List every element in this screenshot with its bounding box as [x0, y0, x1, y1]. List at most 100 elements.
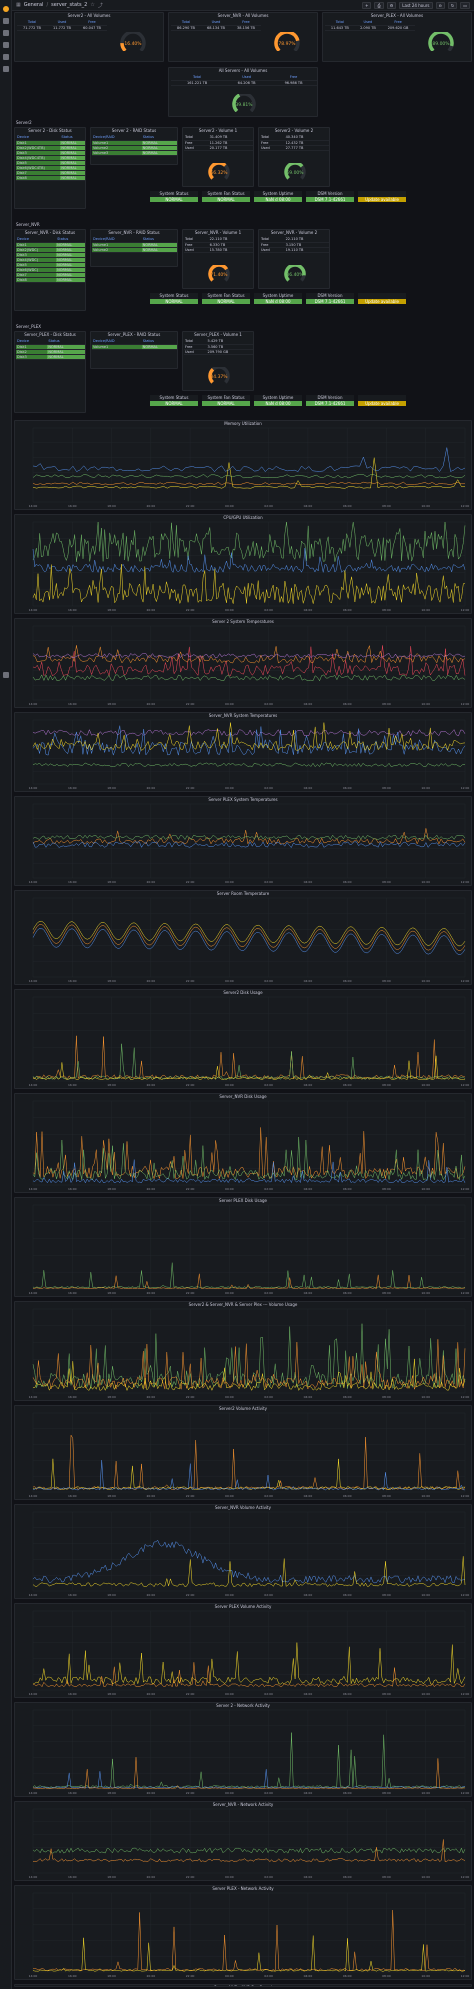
tv-mode-button[interactable]: ▭	[460, 1, 470, 9]
time-series-chart[interactable]: 14:00 16:00 18:00 20:00 22:00 00:00 02:00 04:00…	[15, 1308, 472, 1400]
column-header[interactable]: Device	[16, 339, 48, 345]
time-series-chart[interactable]: 14:00 16:00 18:00 20:00 22:00 00:00 02:00 04:00…	[15, 1808, 472, 1880]
chart-legend[interactable]: Disk1 Read Max: 81.9% Disk1 Write Max: 6…	[15, 1192, 471, 1193]
chart-legend[interactable]: LAN1 Received Max: 11.3 MB/s LAN1 Sent M…	[15, 1796, 471, 1797]
stat-value[interactable]: Update available	[358, 197, 406, 202]
panel-title[interactable]: Server_NVR - Network Activity	[212, 1802, 274, 1807]
panel-title[interactable]: Server2 - Volume 2	[274, 128, 314, 133]
panel-title[interactable]: Server_PLEX - All Volumes	[370, 13, 424, 18]
column-header[interactable]: Device/RAID	[92, 135, 142, 141]
chart-legend[interactable]: Volume1 WRITE Max: 37.5 MB/s Volume1 REA…	[15, 1598, 471, 1599]
panel-title[interactable]: Server2 - All Volumes	[67, 13, 111, 18]
star-icon[interactable]: ☆	[90, 2, 95, 8]
panel-title[interactable]: Server 2 - Disk Status	[28, 128, 72, 133]
column-header[interactable]: Used	[201, 20, 231, 26]
row-title[interactable]: Server_NVR	[16, 222, 40, 227]
panel-title[interactable]: Server_NVR Disk Usage	[219, 1094, 267, 1099]
explore-icon[interactable]	[2, 54, 9, 60]
panel-title[interactable]: Server PLEX System Temperatures	[208, 797, 278, 802]
chart-legend[interactable]: Disk1 Read Max: 92.2% Disk1 Write Max: 5…	[15, 1088, 471, 1089]
starred-icon[interactable]	[2, 30, 9, 36]
time-series-chart[interactable]: 14:00 16:00 18:00 20:00 22:00 00:00 02:00 04:00…	[15, 803, 472, 885]
panel-title[interactable]: Server_PLEX - Volume 1	[194, 332, 242, 337]
panel-title[interactable]: Server_PLEX - Disk Status	[24, 332, 76, 337]
settings-icon[interactable]	[2, 672, 9, 678]
alerting-icon[interactable]	[2, 66, 9, 72]
panel-title[interactable]: Server PLEX Volume Activity	[214, 1604, 272, 1609]
column-header[interactable]: Used	[223, 75, 271, 81]
dashboards-icon[interactable]	[2, 42, 9, 48]
column-header[interactable]: Used	[354, 20, 382, 26]
time-series-chart[interactable]: 14:00 16:00 18:00 20:00 22:00 00:00 02:00 04:00…	[15, 1511, 472, 1598]
chart-legend[interactable]: Disk1 Min: 96.8 °F Max: 105 °F Disk2(WDC…	[15, 791, 471, 792]
panel-title[interactable]: Server Room Temperature	[216, 891, 270, 896]
settings-button[interactable]: ⚙	[386, 1, 397, 9]
column-header[interactable]: Free	[270, 75, 317, 81]
breadcrumb-dashboard[interactable]: server_stats_2	[51, 2, 88, 8]
time-series-chart[interactable]: 14:00 16:00 18:00 20:00 22:00 00:00 02:00 04:00…	[15, 1892, 472, 1979]
column-header[interactable]: Free	[231, 20, 261, 26]
chart-legend[interactable]: CPU Min: 95.0 °F Max: 122 °F Last: 99.5 …	[15, 707, 471, 708]
row-title[interactable]: Server_PLEX	[16, 324, 42, 329]
chart-legend[interactable]: Server2 Min: 12.3% Max: 28.9% Last: 16.4…	[15, 509, 471, 510]
column-header[interactable]: Total	[171, 75, 224, 81]
time-series-chart[interactable]: 14:00 16:00 18:00 20:00 22:00 00:00 02:00 04:00…	[15, 996, 472, 1088]
panel-title[interactable]: Memory Utilization	[224, 421, 262, 426]
panel-title[interactable]: Server_PLEX - RAID Status	[107, 332, 161, 337]
chart-legend[interactable]: CPU Min: 99.5 °F Max: 127 °F Disk1 Min: …	[15, 885, 471, 886]
panel-title[interactable]: Server_NVR - Volume 2	[270, 230, 318, 235]
chart-legend[interactable]: Volume1 WRITE Max: 15.3 MB/s Volume1 REA…	[15, 1499, 471, 1500]
time-series-chart[interactable]: 14:00 16:00 18:00 20:00 22:00 00:00 02:00 04:00…	[15, 1204, 472, 1296]
panel-title[interactable]: Server_NVR - All Volumes	[217, 13, 269, 18]
panel-title[interactable]: Server 2 System Temperatures	[212, 619, 274, 624]
stat-value[interactable]: Update available	[358, 299, 406, 304]
column-header[interactable]: Total	[325, 20, 355, 26]
time-series-chart[interactable]: 14:00 16:00 18:00 20:00 22:00 00:00 02:00 04:00…	[15, 719, 472, 791]
panel-title[interactable]: Server_NVR - Disk Status	[24, 230, 76, 235]
chart-legend[interactable]: Disk1 Read Max: 54.1% Disk2 Read Max: 23…	[15, 1296, 471, 1297]
panel-title[interactable]: Server2 & Server_NVR & Server Plex --- V…	[188, 1302, 298, 1307]
refresh-button[interactable]: ↻	[447, 1, 458, 9]
search-icon[interactable]	[2, 18, 9, 24]
panel-title[interactable]: Server2 Volume Activity	[218, 1406, 268, 1411]
dashboards-grid-icon[interactable]: ▦	[16, 2, 21, 8]
column-header[interactable]: Device	[16, 237, 57, 243]
panel-title[interactable]: Server_NVR Volume Activity	[214, 1505, 271, 1510]
panel-title[interactable]: Server PLEX - Network Activity	[212, 1886, 274, 1891]
chart-legend[interactable]: Server2 Volume1 Max: 100% Server2 Volume…	[15, 1400, 471, 1401]
column-header[interactable]: Status	[141, 339, 177, 345]
chart-legend[interactable]: Average Min: 69.4 °F Max: 86.0 °F Server…	[15, 984, 471, 985]
row-title[interactable]: Server2	[16, 120, 32, 125]
save-button[interactable]: ⎙	[374, 1, 384, 9]
time-picker[interactable]: Last 24 hours	[399, 1, 433, 9]
panel-title[interactable]: Server_NVR - Volume 1	[194, 230, 242, 235]
column-header[interactable]: Status	[141, 135, 177, 141]
chart-legend[interactable]: Server2 Min: 2.4% Max: 40.0% Server_NVR …	[15, 613, 471, 614]
panel-title[interactable]: Server PLEX Disk Usage	[219, 1198, 267, 1203]
column-header[interactable]: Free	[77, 20, 107, 26]
stat-value[interactable]: Update available	[358, 401, 406, 406]
panel-title[interactable]: All Servers - All Volumes	[218, 68, 268, 73]
panel-title[interactable]: Server_NVR - NVR Fan Speed	[15, 1985, 471, 1986]
time-series-chart[interactable]: 14:00 16:00 18:00 20:00 22:00 00:00 02:00 04:00…	[15, 1100, 472, 1192]
zoom-out-button[interactable]: ⊖	[435, 1, 445, 9]
share-icon[interactable]: ⤴	[97, 2, 103, 9]
chart-legend[interactable]: LAN1 Received Max: 7.48 MB/s LAN1 Sent M…	[15, 1880, 471, 1881]
panel-title[interactable]: Server2 - Volume 1	[198, 128, 238, 133]
panel-title[interactable]: Server 2 - RAID Status	[111, 128, 157, 133]
chart-legend[interactable]: Volume1 WRITE Max: 12.2 MB/s Volume1 REA…	[15, 1697, 471, 1698]
panel-title[interactable]: Server 2 - Network Activity	[216, 1703, 270, 1708]
time-series-chart[interactable]: 14:00 16:00 18:00 20:00 22:00 00:00 02:00 04:00…	[15, 427, 472, 509]
column-header[interactable]: Status	[60, 135, 85, 141]
breadcrumb-folder[interactable]: General	[23, 2, 44, 8]
column-header[interactable]: Free	[381, 20, 415, 26]
column-header[interactable]: Total	[17, 20, 47, 26]
chart-legend[interactable]: LAN1 Received Max: 6.32 MB/s LAN1 Sent M…	[15, 1979, 471, 1980]
panel-title[interactable]: Server_NVR System Temperatures	[208, 713, 278, 718]
grafana-logo-icon[interactable]	[2, 6, 9, 12]
column-header[interactable]: Used	[47, 20, 77, 26]
panel-title[interactable]: Server2 Disk Usage	[223, 990, 263, 995]
column-header[interactable]: Device/RAID	[92, 339, 142, 345]
column-header[interactable]: Device	[16, 135, 61, 141]
time-series-chart[interactable]: 14:00 16:00 18:00 20:00 22:00 00:00 02:00 04:00…	[15, 521, 472, 613]
